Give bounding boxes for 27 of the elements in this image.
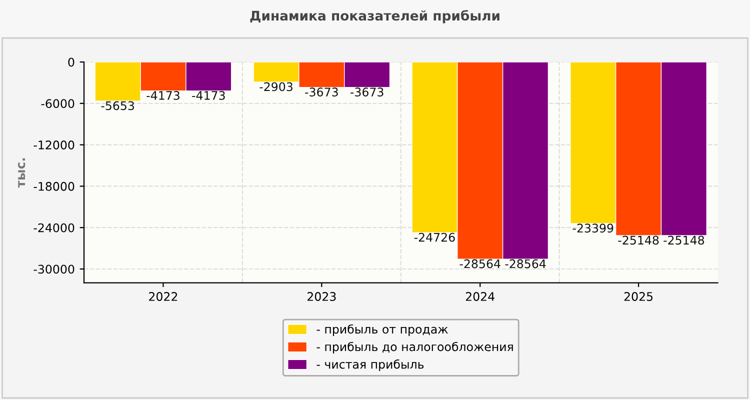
y-tick-label: -18000 bbox=[34, 182, 74, 191]
data-label: -3673 bbox=[305, 88, 338, 96]
data-label: -2903 bbox=[260, 82, 292, 92]
data-label: -3673 bbox=[350, 88, 384, 96]
chart-title: Динамика показателей прибыли bbox=[250, 10, 500, 24]
x-tick-label: 2025 bbox=[624, 292, 653, 301]
data-label: -4173 bbox=[146, 91, 180, 100]
data-label: -5653 bbox=[101, 101, 134, 110]
legend-label: - прибыль до налогообложения bbox=[316, 342, 513, 354]
data-label: -28564 bbox=[505, 259, 546, 268]
data-label: -4173 bbox=[192, 91, 225, 100]
y-axis-title: тыс. bbox=[18, 158, 26, 188]
y-tick-label: -12000 bbox=[34, 140, 74, 150]
y-tick-label: -24000 bbox=[34, 223, 74, 232]
y-tick-label: -30000 bbox=[34, 264, 74, 274]
data-label: -25148 bbox=[664, 236, 704, 245]
x-tick-label: 2023 bbox=[308, 292, 336, 301]
x-tick-label: 2022 bbox=[149, 292, 178, 301]
x-tick-label: 2024 bbox=[466, 292, 494, 301]
data-label: -24726 bbox=[414, 232, 455, 242]
y-tick-label: -6000 bbox=[41, 99, 74, 108]
y-tick-label: 0 bbox=[68, 58, 74, 67]
legend-label: - прибыль от продаж bbox=[316, 324, 448, 336]
data-label: -25148 bbox=[618, 236, 659, 245]
legend-label: - чистая прибыль bbox=[316, 359, 424, 372]
data-label: -23399 bbox=[572, 224, 614, 233]
data-label: -28564 bbox=[460, 259, 500, 268]
